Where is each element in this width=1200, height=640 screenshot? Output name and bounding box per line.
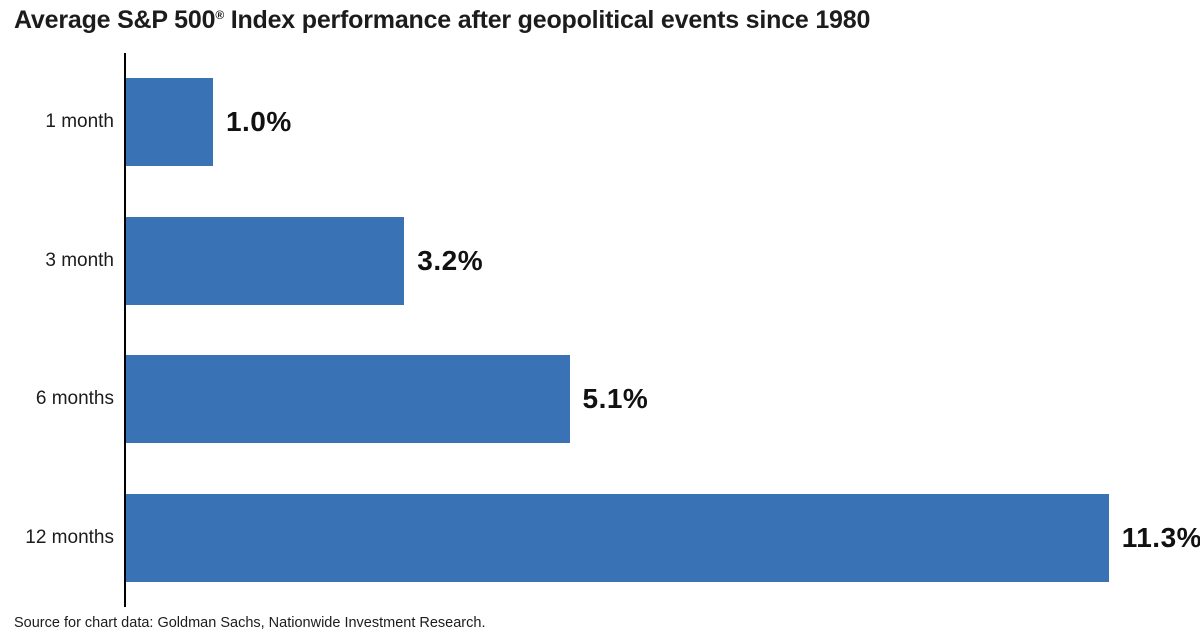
chart-title-prefix: Average S&P 500	[14, 6, 216, 34]
chart-row: 6 months 5.1%	[36, 330, 1200, 469]
bar	[126, 355, 570, 444]
plot-area: 1 month 1.0% 3 month 3.2% 6 months 5.1% 12 mon…	[25, 53, 1200, 608]
value-label: 11.3%	[1121, 521, 1200, 553]
bar	[126, 216, 405, 305]
bar	[126, 493, 1109, 582]
chart-title: Average S&P 500® Index performance after…	[14, 6, 870, 35]
chart-row: 1 month 1.0%	[45, 53, 1200, 192]
category-label: 12 months	[25, 526, 114, 548]
value-label: 1.0%	[225, 106, 292, 138]
chart-title-suffix: Index performance after geopolitical eve…	[223, 6, 871, 34]
value-label: 5.1%	[582, 383, 649, 415]
bar	[126, 78, 213, 167]
chart-row: 12 months 11.3%	[25, 469, 1200, 608]
registered-trademark-symbol: ®	[215, 8, 224, 23]
source-note: Source for chart data: Goldman Sachs, Na…	[14, 615, 486, 631]
category-label: 6 months	[35, 388, 114, 410]
chart-row: 3 month 3.2%	[45, 192, 1200, 331]
value-label: 3.2%	[417, 244, 484, 276]
category-label: 1 month	[45, 111, 114, 133]
category-label: 3 month	[45, 249, 114, 271]
